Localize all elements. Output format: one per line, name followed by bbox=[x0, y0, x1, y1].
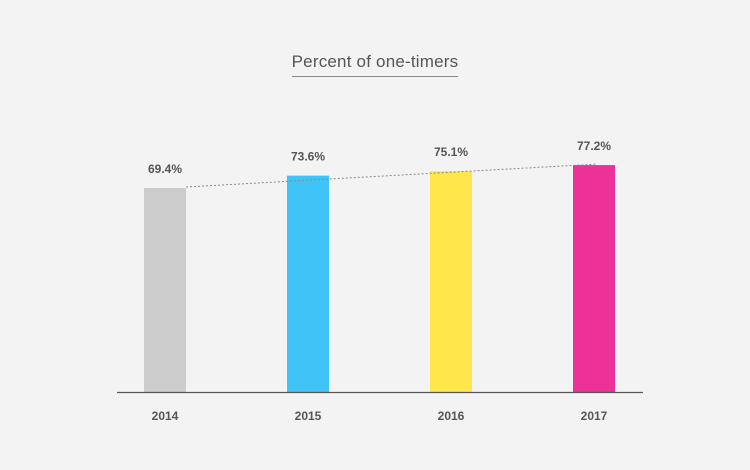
trend-line bbox=[185, 163, 598, 188]
data-label-2015: 73.6% bbox=[291, 150, 325, 164]
x-tick-label-2014: 2014 bbox=[152, 409, 179, 423]
bar-2016 bbox=[430, 171, 472, 392]
data-label-2014: 69.4% bbox=[148, 162, 182, 176]
x-tick-label-2017: 2017 bbox=[581, 409, 608, 423]
chart-title-wrap: Percent of one-timers bbox=[0, 52, 750, 77]
x-tick-label-2016: 2016 bbox=[438, 409, 465, 423]
data-label-2017: 77.2% bbox=[577, 139, 611, 153]
x-tick-label-2015: 2015 bbox=[295, 409, 322, 423]
chart-title: Percent of one-timers bbox=[291, 52, 459, 77]
bar-2017 bbox=[573, 165, 615, 392]
data-label-2016: 75.1% bbox=[434, 145, 468, 159]
bar-2014 bbox=[144, 188, 186, 392]
bar-2015 bbox=[287, 175, 329, 392]
